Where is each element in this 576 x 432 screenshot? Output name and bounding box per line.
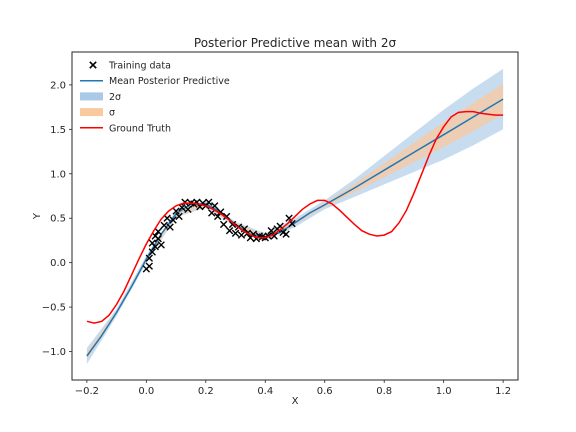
training-point <box>208 209 216 217</box>
x-tick-label: 1.2 <box>495 386 511 397</box>
training-point <box>154 227 162 236</box>
training-point <box>222 212 231 221</box>
legend-item: Training data <box>89 61 171 72</box>
y-tick-label: −0.5 <box>42 303 66 314</box>
training-point <box>166 223 174 231</box>
band-2sigma <box>86 68 504 365</box>
training-point <box>169 216 177 224</box>
training-point <box>163 214 171 222</box>
y-tick-label: −1.0 <box>42 347 66 358</box>
plot-frame <box>71 51 519 381</box>
legend-label: Training data <box>108 61 171 72</box>
training-point <box>216 208 225 216</box>
training-point <box>160 221 168 230</box>
training-point <box>148 248 156 256</box>
training-point <box>231 229 240 238</box>
y-axis-label: Y <box>32 212 43 220</box>
x-tick-label: 0.0 <box>138 386 154 397</box>
y-tick-label: 1.0 <box>50 169 66 180</box>
training-point <box>237 231 246 239</box>
training-point <box>172 207 180 215</box>
y-tick-label: 1.5 <box>50 125 66 136</box>
training-point <box>184 205 192 214</box>
band-sigma <box>86 84 504 360</box>
training-point <box>213 212 222 221</box>
training-point <box>181 198 189 206</box>
x-tick-label: 0.8 <box>376 386 392 397</box>
training-point <box>282 230 290 238</box>
x-tick-label: 0.6 <box>317 386 333 397</box>
training-point <box>178 203 186 212</box>
plot-area <box>71 51 519 381</box>
x-tick-label: 0.4 <box>257 386 273 397</box>
training-point <box>175 212 183 221</box>
training-point <box>157 241 165 249</box>
x-tick-label: 0.2 <box>198 386 214 397</box>
training-point <box>154 234 162 243</box>
legend-item: Ground Truth <box>80 123 171 134</box>
x-tick-label: −0.2 <box>75 386 99 397</box>
training-point <box>145 262 154 270</box>
legend-label: Mean Posterior Predictive <box>109 76 230 87</box>
training-point <box>225 226 234 235</box>
series-layer <box>86 68 504 365</box>
y-tick-label: 2.0 <box>50 80 66 91</box>
legend-patch-swatch <box>80 92 103 101</box>
legend-item: Mean Posterior Predictive <box>80 76 230 87</box>
training-point <box>270 232 278 240</box>
chart-title: Posterior Predictive mean with 2σ <box>194 36 397 50</box>
training-point <box>211 202 219 210</box>
legend-marker-training <box>89 61 97 69</box>
training-point <box>219 220 228 229</box>
x-axis-label: X <box>292 396 299 407</box>
legend-item: σ <box>80 108 115 119</box>
legend-patch-swatch <box>80 108 103 117</box>
x-tick-label: 1.0 <box>436 386 452 397</box>
x-axis: −0.2 0.0 0.2 0.4 0.6 0.8 1.0 1.2 <box>75 380 511 397</box>
training-point <box>205 198 213 206</box>
legend-label: σ <box>109 108 115 119</box>
ground-truth-line <box>86 110 504 324</box>
training-point <box>151 242 159 251</box>
training-point <box>228 220 237 229</box>
training-point <box>267 226 275 235</box>
y-tick-label: 0.0 <box>50 258 66 269</box>
legend-label: 2σ <box>109 92 121 103</box>
legend-label: Ground Truth <box>109 123 171 134</box>
legend-item: 2σ <box>80 92 121 103</box>
y-tick-label: 0.5 <box>50 214 66 225</box>
y-axis: −1.0 −0.5 0.0 0.5 1.0 1.5 2.0 <box>42 80 72 358</box>
mean-posterior-line <box>86 98 504 357</box>
training-point <box>145 254 154 262</box>
legend: Training data Mean Posterior Predictive 2σ… <box>80 61 230 134</box>
